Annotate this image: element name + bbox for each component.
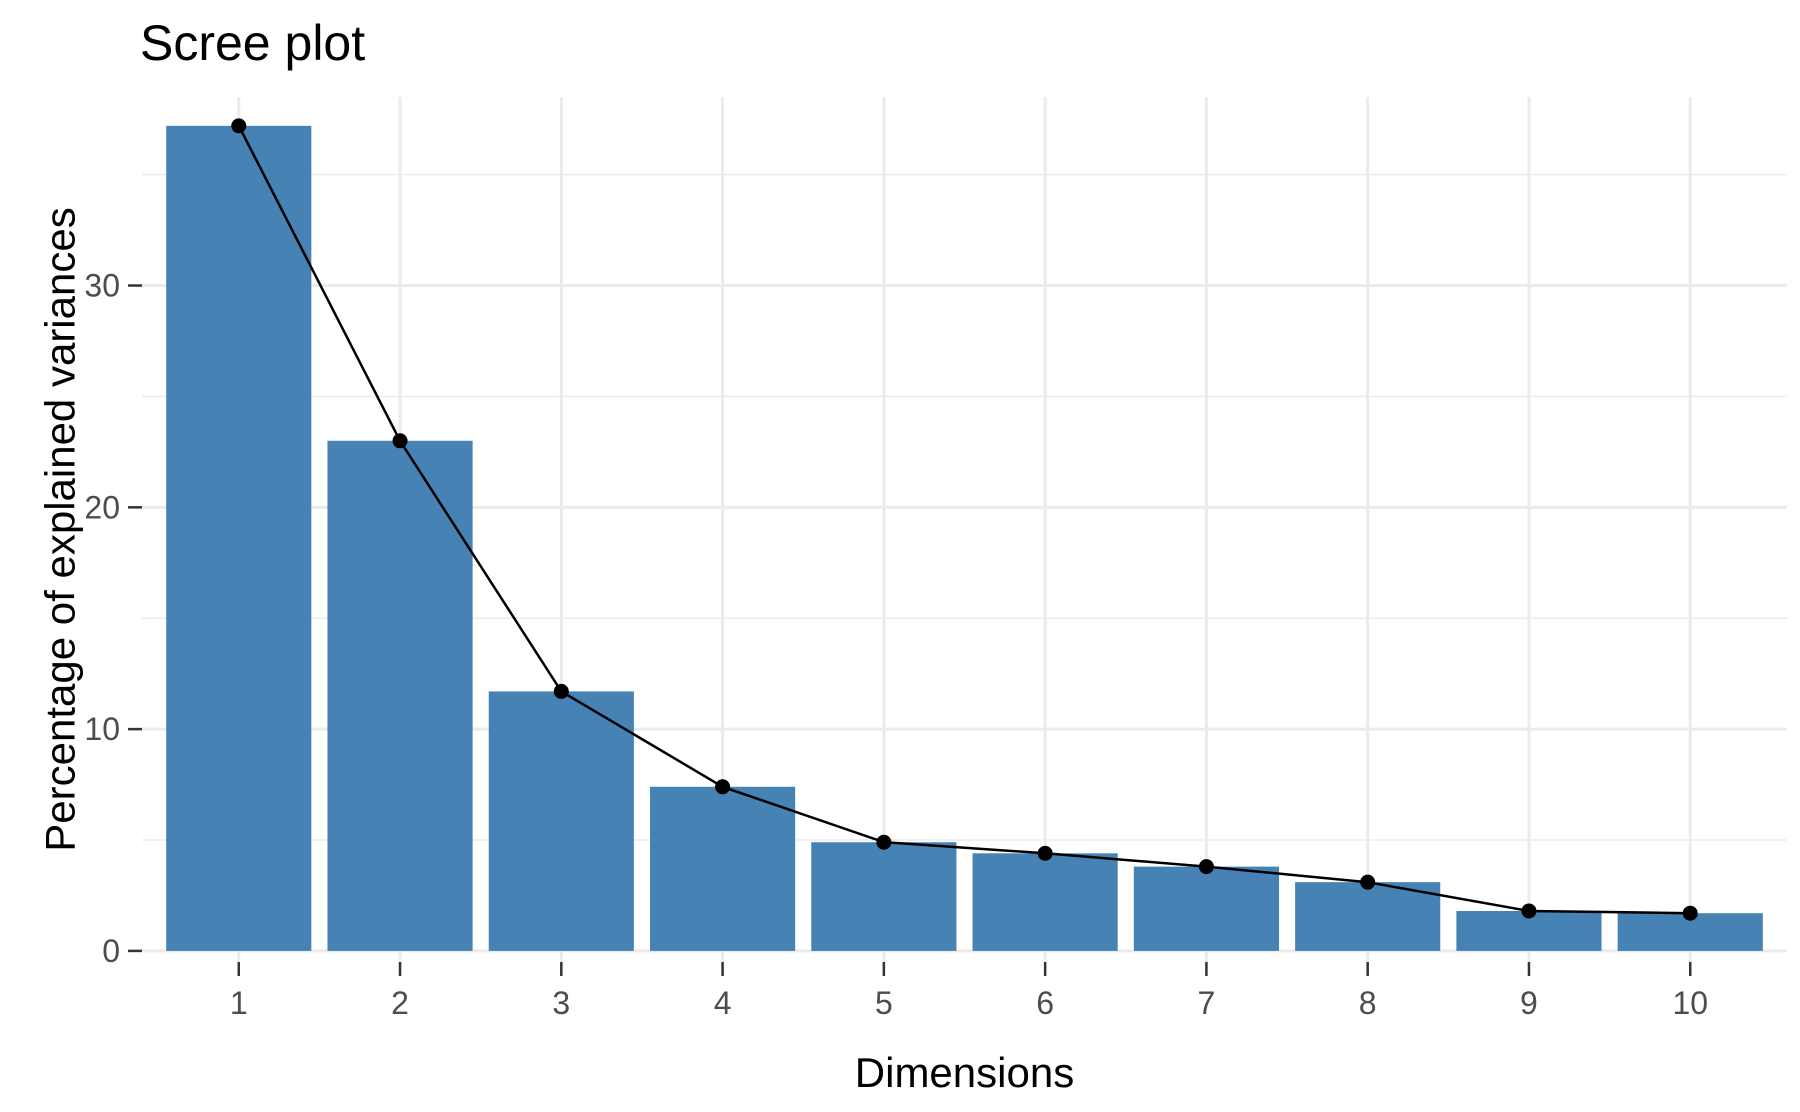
point-dim-2 — [392, 433, 408, 449]
point-dim-6 — [1037, 845, 1053, 861]
x-tick-label: 6 — [1036, 985, 1054, 1021]
variance-polyline — [237, 125, 1691, 915]
chart-title: Scree plot — [140, 15, 366, 71]
variance-points — [231, 118, 1698, 921]
bar-dim-7 — [1133, 866, 1279, 951]
bar-dim-2 — [327, 440, 473, 951]
variance-line — [237, 125, 1691, 915]
point-dim-3 — [553, 683, 569, 699]
x-tick-label: 4 — [714, 985, 732, 1021]
x-tick-label: 7 — [1198, 985, 1216, 1021]
y-tick-label: 10 — [84, 711, 120, 747]
point-dim-5 — [876, 834, 892, 850]
y-axis: 0 10 20 30 — [84, 268, 142, 969]
point-dim-8 — [1360, 874, 1376, 890]
point-dim-1 — [231, 118, 247, 134]
x-tick-label: 9 — [1520, 985, 1538, 1021]
point-dim-7 — [1198, 859, 1214, 875]
bar-dim-8 — [1295, 882, 1441, 951]
bar-dim-1 — [166, 125, 312, 951]
point-dim-4 — [715, 779, 731, 795]
y-tick-label: 0 — [102, 933, 120, 969]
x-tick-label: 5 — [875, 985, 893, 1021]
x-axis: 1 2 3 4 5 6 7 8 9 10 — [230, 962, 1708, 1021]
bar-dim-6 — [972, 853, 1118, 951]
bar-dim-4 — [650, 786, 796, 951]
bar-dim-3 — [488, 691, 634, 951]
point-dim-9 — [1521, 903, 1537, 919]
y-tick-label: 30 — [84, 268, 120, 304]
x-tick-label: 8 — [1359, 985, 1377, 1021]
bar-dim-5 — [811, 842, 957, 951]
point-dim-10 — [1682, 905, 1698, 921]
bars — [166, 125, 1763, 951]
x-tick-label: 2 — [391, 985, 409, 1021]
x-tick-label: 3 — [552, 985, 570, 1021]
x-tick-label: 10 — [1672, 985, 1708, 1021]
y-axis-title: Percentage of explained variances — [37, 207, 84, 851]
x-tick-label: 1 — [230, 985, 248, 1021]
y-tick-label: 20 — [84, 489, 120, 525]
x-axis-title: Dimensions — [855, 1049, 1074, 1096]
